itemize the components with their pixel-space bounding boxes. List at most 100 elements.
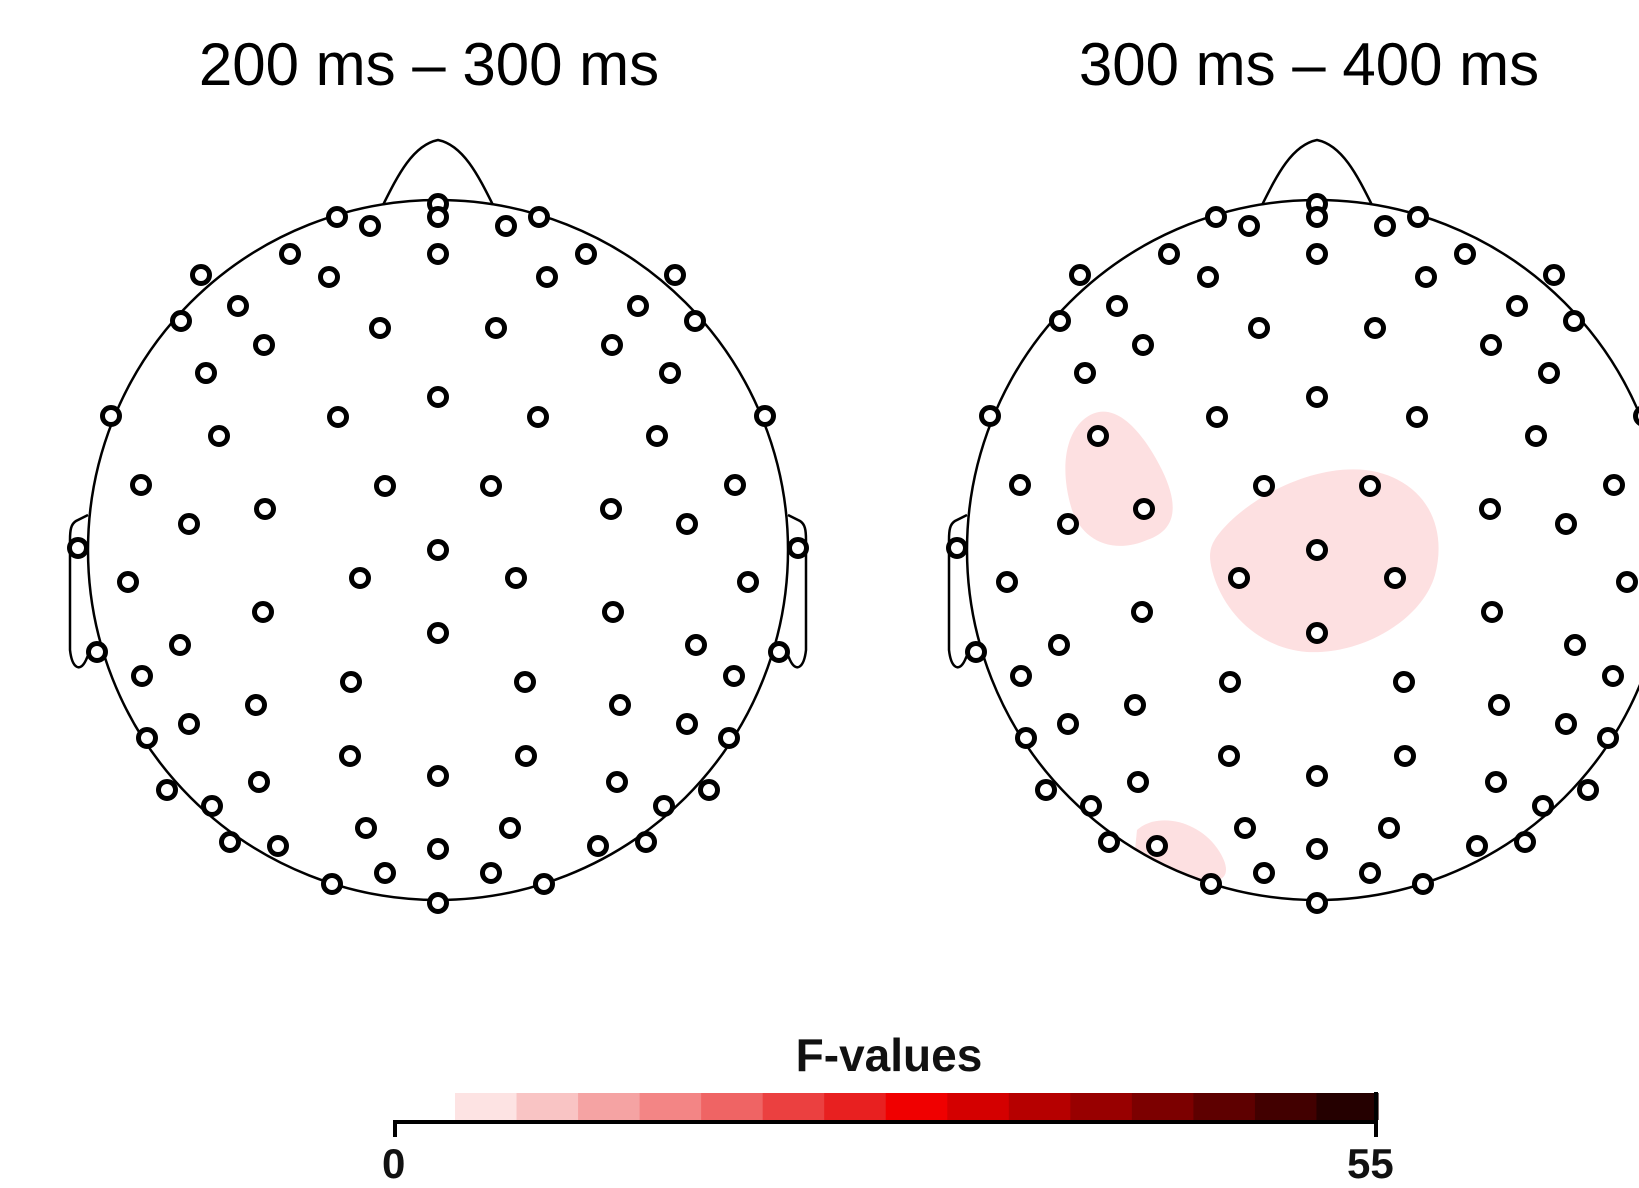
electrode-38 [679, 516, 696, 533]
colorbar-segment-1 [455, 1093, 517, 1120]
electrode-28 [1528, 428, 1545, 445]
electrode-80 [483, 865, 500, 882]
electrode-56 [517, 674, 534, 691]
colorbar-segment-5 [701, 1093, 763, 1120]
electrode-18 [1251, 320, 1268, 337]
electrode-4 [1241, 218, 1258, 235]
electrode-66 [1488, 774, 1505, 791]
electrode-8 [1161, 246, 1178, 263]
electrode-67 [430, 768, 447, 785]
electrode-46 [255, 604, 272, 621]
electrode-74 [222, 834, 239, 851]
electrode-5 [1377, 218, 1394, 235]
electrode-19 [1367, 320, 1384, 337]
electrode-23 [662, 365, 679, 382]
electrode-24 [430, 389, 447, 406]
electrode-44 [120, 574, 137, 591]
electrode-53 [1013, 668, 1030, 685]
electrode-82 [1415, 876, 1432, 893]
electrode-20 [256, 337, 273, 354]
electrode-36 [1482, 501, 1499, 518]
colorbar-segment-6 [763, 1093, 825, 1120]
head-map-300-400 [949, 140, 1639, 912]
electrode-46 [1134, 604, 1151, 621]
electrode-79 [1256, 865, 1273, 882]
electrode-9 [578, 246, 595, 263]
electrode-75 [638, 834, 655, 851]
electrode-70 [1038, 782, 1055, 799]
electrode-38 [1558, 516, 1575, 533]
electrode-47 [605, 604, 622, 621]
colorbar-segment-4 [640, 1093, 702, 1120]
electrode-11 [539, 269, 556, 286]
electrode-44 [999, 574, 1016, 591]
electrode-2 [430, 209, 447, 226]
electrode-10 [321, 269, 338, 286]
electrode-6 [531, 209, 548, 226]
electrode-29 [1209, 409, 1226, 426]
electrode-51 [968, 644, 985, 661]
electrode-73 [502, 820, 519, 837]
electrode-23 [1541, 365, 1558, 382]
electrode-19 [488, 320, 505, 337]
electrode-3 [1208, 209, 1225, 226]
electrode-17 [1509, 298, 1526, 315]
electrode-57 [248, 697, 265, 714]
electrode-83 [430, 895, 447, 912]
electrode-59 [1018, 730, 1035, 747]
electrode-18 [372, 320, 389, 337]
electrode-61 [1060, 716, 1077, 733]
electrode-24 [1309, 389, 1326, 406]
colorbar [395, 1092, 1379, 1137]
electrode-82 [536, 876, 553, 893]
electrode-62 [679, 716, 696, 733]
electrode-3 [329, 209, 346, 226]
electrode-79 [377, 865, 394, 882]
electrode-68 [204, 798, 221, 815]
electrode-2 [1309, 209, 1326, 226]
electrode-27 [1090, 428, 1107, 445]
electrode-67 [1309, 768, 1326, 785]
electrode-20 [1135, 337, 1152, 354]
electrode-16 [230, 298, 247, 315]
electrode-37 [1060, 516, 1077, 533]
colorbar-title: F-values [796, 1028, 983, 1082]
electrode-15 [687, 313, 704, 330]
electrode-63 [342, 748, 359, 765]
colorbar-max-label: 55 [1347, 1140, 1394, 1188]
colorbar-segment-2 [517, 1093, 579, 1120]
colorbar-segment-3 [578, 1093, 640, 1120]
electrode-41 [790, 540, 807, 557]
colorbar-segment-15 [1316, 1093, 1378, 1120]
electrode-5 [498, 218, 515, 235]
electrode-76 [1149, 838, 1166, 855]
head-map-200-300 [70, 140, 807, 912]
electrode-6 [1410, 209, 1427, 226]
electrode-77 [590, 838, 607, 855]
electrode-54 [726, 668, 743, 685]
electrode-57 [1127, 697, 1144, 714]
electrode-83 [1309, 895, 1326, 912]
electrode-21 [604, 337, 621, 354]
electrode-26 [757, 408, 774, 425]
electrode-47 [1484, 604, 1501, 621]
electrode-16 [1109, 298, 1126, 315]
electrode-65 [1130, 774, 1147, 791]
electrode-78 [430, 841, 447, 858]
electrode-81 [1203, 876, 1220, 893]
electrode-30 [1409, 409, 1426, 426]
electrode-9 [1457, 246, 1474, 263]
electrode-74 [1101, 834, 1118, 851]
electrode-60 [721, 730, 738, 747]
electrode-51 [89, 644, 106, 661]
electrode-13 [1546, 267, 1563, 284]
electrode-32 [1606, 477, 1623, 494]
electrode-33 [377, 478, 394, 495]
electrode-45 [740, 574, 757, 591]
electrode-21 [1483, 337, 1500, 354]
electrode-48 [430, 625, 447, 642]
electrode-17 [630, 298, 647, 315]
electrode-33 [1256, 478, 1273, 495]
colorbar-segment-14 [1255, 1093, 1317, 1120]
colorbar-min-label: 0 [382, 1140, 405, 1188]
